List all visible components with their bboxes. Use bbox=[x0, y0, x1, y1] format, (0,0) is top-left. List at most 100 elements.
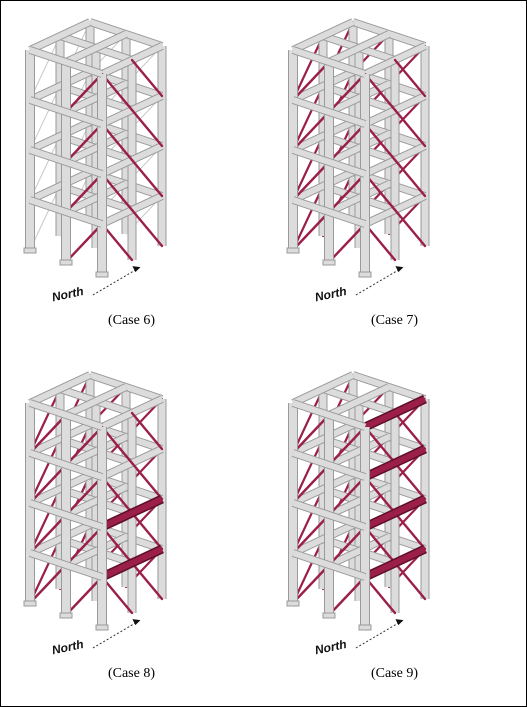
base-plate bbox=[286, 247, 300, 254]
brace-front bbox=[291, 110, 331, 152]
caption-case-9: (Case 9) bbox=[370, 666, 419, 681]
base-plate bbox=[59, 259, 73, 266]
heavy-beam-face bbox=[363, 446, 427, 480]
beam-face bbox=[64, 434, 128, 468]
base-plate bbox=[322, 259, 336, 266]
beam-face bbox=[64, 534, 128, 568]
panel-case-8: North (Case 8) bbox=[0, 353, 263, 706]
beam-face bbox=[29, 500, 103, 530]
brace-front bbox=[64, 122, 104, 164]
beam-face bbox=[291, 19, 355, 53]
brace-right bbox=[393, 411, 427, 451]
brace-front bbox=[291, 160, 331, 202]
beam-face bbox=[28, 522, 92, 556]
brace-front bbox=[28, 463, 68, 505]
panel-case-7: North (Case 7) bbox=[263, 0, 526, 353]
beam-face bbox=[64, 31, 128, 65]
north-label: North bbox=[51, 284, 85, 304]
beam-face bbox=[28, 472, 92, 506]
beam-face bbox=[29, 550, 103, 580]
structure-diagram-case-8: North bbox=[23, 371, 167, 657]
beam-face bbox=[28, 169, 92, 203]
beam-face bbox=[64, 131, 128, 165]
beam-face bbox=[291, 472, 355, 506]
brace-right bbox=[130, 58, 164, 98]
brace-front bbox=[28, 513, 68, 555]
brace-front bbox=[327, 172, 367, 214]
brace-right bbox=[130, 511, 164, 551]
north-label: North bbox=[314, 637, 348, 657]
beam-face bbox=[291, 169, 355, 203]
base-plate bbox=[358, 624, 372, 631]
beam-face bbox=[64, 81, 128, 115]
brace-front bbox=[64, 575, 104, 617]
brace-front bbox=[28, 413, 68, 455]
north-arrow-head bbox=[132, 619, 141, 626]
heavy-beam-face bbox=[100, 546, 164, 580]
brace-front bbox=[291, 513, 331, 555]
north-arrow-head bbox=[395, 619, 404, 626]
brace-front bbox=[64, 72, 104, 114]
brace-right bbox=[393, 58, 427, 98]
brace-right bbox=[393, 461, 427, 501]
brace-front bbox=[327, 575, 367, 617]
beam-face bbox=[28, 119, 92, 153]
beam-face bbox=[64, 181, 128, 215]
base-plate bbox=[59, 612, 73, 619]
brace-right bbox=[130, 561, 164, 601]
beam-face bbox=[29, 147, 103, 177]
north-arrow-head bbox=[132, 266, 141, 273]
beam-face bbox=[327, 484, 391, 518]
heavy-beam-face bbox=[100, 496, 164, 530]
brace-right bbox=[130, 461, 164, 501]
beam-face bbox=[327, 81, 391, 115]
brace-right bbox=[393, 158, 427, 198]
beam-face bbox=[327, 181, 391, 215]
brace-front bbox=[327, 222, 367, 264]
brace-right bbox=[130, 411, 164, 451]
brace-right bbox=[393, 108, 427, 148]
beam-face bbox=[291, 522, 355, 556]
beam-face bbox=[292, 400, 366, 430]
caption-case-7: (Case 7) bbox=[370, 313, 419, 328]
brace-front bbox=[327, 122, 367, 164]
beam-face bbox=[28, 19, 92, 53]
beam-face bbox=[292, 197, 366, 227]
beam-face bbox=[292, 147, 366, 177]
base-plate bbox=[95, 271, 109, 278]
beam-face bbox=[64, 384, 128, 418]
beam-face bbox=[291, 422, 355, 456]
heavy-beam-face bbox=[363, 396, 427, 430]
beam-face bbox=[29, 47, 103, 77]
brace-right bbox=[130, 158, 164, 198]
brace-right bbox=[393, 208, 427, 248]
base-plate bbox=[23, 600, 37, 607]
beam-face bbox=[327, 31, 391, 65]
base-plate bbox=[95, 624, 109, 631]
brace-right bbox=[393, 511, 427, 551]
brace-front bbox=[291, 413, 331, 455]
brace-right bbox=[130, 208, 164, 248]
beam-face bbox=[28, 422, 92, 456]
structure-diagram-case-7: North bbox=[286, 18, 430, 304]
brace-front bbox=[28, 563, 68, 605]
beam-face bbox=[28, 69, 92, 103]
beam-face bbox=[64, 484, 128, 518]
north-arrow-line bbox=[355, 619, 404, 649]
brace-front bbox=[291, 563, 331, 605]
base-plate bbox=[23, 247, 37, 254]
brace-front bbox=[327, 425, 367, 467]
beam-face bbox=[327, 434, 391, 468]
brace-front bbox=[64, 222, 104, 264]
north-arrow-line bbox=[355, 266, 404, 296]
beam-face bbox=[292, 550, 366, 580]
beam-face bbox=[292, 97, 366, 127]
brace-front bbox=[327, 475, 367, 517]
north-arrow-head bbox=[395, 266, 404, 273]
brace-front bbox=[291, 60, 331, 102]
beam-face bbox=[291, 119, 355, 153]
structure-diagram-case-9: North bbox=[286, 371, 430, 657]
north-label: North bbox=[314, 284, 348, 304]
structure-diagram-case-6: North bbox=[23, 18, 167, 304]
caption-case-6: (Case 6) bbox=[107, 313, 156, 328]
